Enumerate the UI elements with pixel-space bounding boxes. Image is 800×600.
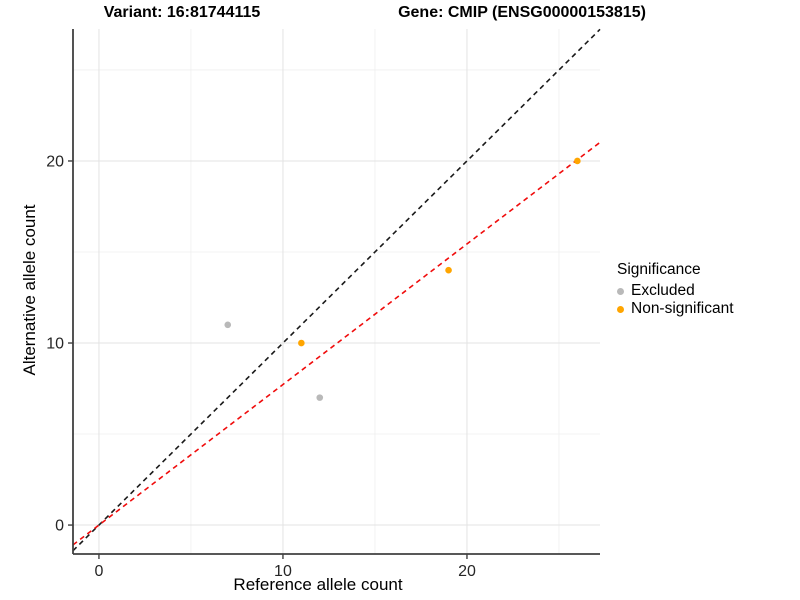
x-tick-label: 20 [458,563,476,580]
data-point-non-significant [574,157,581,165]
x-tick-label: 0 [94,563,103,580]
x-tick-label: 10 [274,563,292,580]
legend-items: Excluded Non-significant [617,282,734,318]
data-point-non-significant [298,339,305,347]
legend-item-excluded: Excluded [617,282,734,300]
legend: Significance Excluded Non-significant [617,261,734,318]
y-axis-title: Alternative allele count [20,204,39,376]
y-tick-label: 20 [46,153,64,170]
y-tick-label: 10 [46,336,64,353]
identity-line [72,28,601,552]
x-axis-title: Reference allele count [233,575,403,594]
data-point-non-significant [445,266,452,274]
gene-title: Gene: CMIP (ENSG00000153815) [398,4,646,21]
variant-title: Variant: 16:81744115 [103,4,261,21]
legend-title: Significance [617,261,701,278]
data-point-excluded [224,321,232,329]
y-tick-label: 0 [55,518,64,535]
legend-item-non-significant: Non-significant [617,300,734,318]
legend-dot-icon [617,305,624,313]
legend-dot-icon [617,287,624,295]
data-point-excluded [316,394,324,401]
fit-line [72,141,601,546]
legend-item-label: Non-significant [631,300,734,317]
legend-item-label: Excluded [631,282,695,299]
